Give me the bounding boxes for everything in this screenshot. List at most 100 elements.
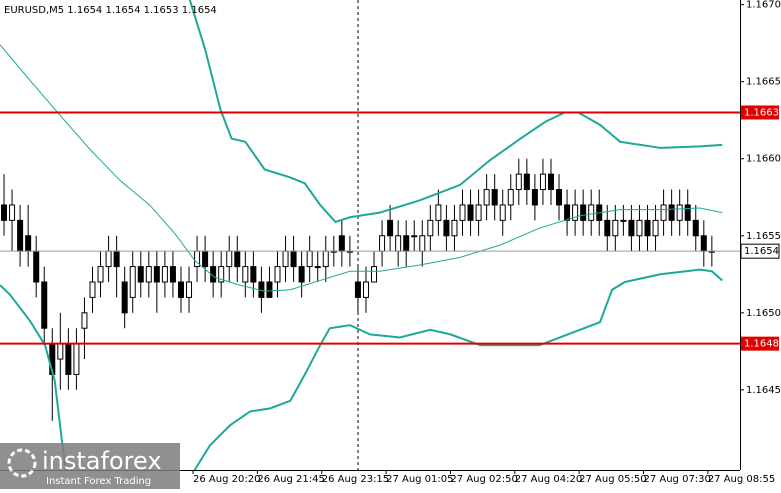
x-tick-label: 27 Aug 07:30 (643, 474, 710, 485)
candle-body (145, 266, 152, 283)
indicator-line (188, 0, 723, 224)
candle-body (507, 189, 514, 206)
x-tick-label: 27 Aug 01:05 (386, 474, 453, 485)
watermark: instaforex Instant Forex Trading (0, 443, 180, 489)
candle-body (531, 189, 538, 206)
candle-body (588, 204, 595, 221)
candle-body (660, 204, 667, 221)
x-tick-label: 26 Aug 23:15 (322, 474, 389, 485)
x-tick-label: 27 Aug 04:20 (515, 474, 582, 485)
y-tick-label: 1.1655 (746, 231, 781, 242)
candle-body (572, 204, 579, 221)
candle-body (604, 219, 611, 237)
candle-body (105, 250, 112, 268)
candle-body (169, 266, 176, 283)
candle-body (564, 204, 571, 221)
candle-body (700, 235, 707, 252)
candle-body (306, 250, 313, 268)
indicator-line (193, 268, 723, 470)
candle-body (684, 204, 691, 221)
candle-body (491, 189, 498, 206)
candle-body (620, 219, 627, 222)
candle-body (290, 250, 297, 268)
candle-body (266, 281, 273, 298)
candle-body (33, 250, 40, 283)
candle-body (121, 281, 128, 314)
candle-body (628, 219, 635, 237)
candle-body (371, 266, 378, 283)
candle-body (443, 219, 450, 237)
level-box (741, 336, 779, 351)
candle-body (65, 343, 72, 375)
candle-body (113, 250, 120, 268)
candle-body (362, 281, 369, 298)
watermark-logo (7, 448, 37, 478)
axes: 1.1670 1.1665 1.1660 1.1655 1.1650 1.1645 26 A… (192, 0, 781, 485)
candle-body (652, 219, 659, 237)
candle-body (218, 266, 225, 283)
x-tick-label: 26 Aug 20:20 (193, 474, 260, 485)
candle-body (274, 266, 281, 283)
candle-body (25, 235, 32, 252)
candle-body (314, 266, 321, 269)
watermark-background (0, 443, 180, 489)
y-tick-label: 1.1670 (746, 0, 781, 11)
candle-body (282, 250, 289, 268)
candle-body (137, 266, 144, 283)
candle-body (129, 266, 136, 298)
candle-body (81, 312, 88, 329)
x-tick-label: 27 Aug 08:55 (708, 474, 775, 485)
candle-body (411, 235, 418, 238)
candle-body (499, 204, 506, 221)
y-tick-label: 1.1660 (746, 154, 781, 165)
candle-body (539, 173, 546, 191)
candle-body (676, 204, 683, 221)
candle-body (97, 266, 104, 283)
candle-body (451, 219, 458, 237)
candle-body (435, 204, 442, 221)
candle-body (322, 250, 329, 268)
candle-body (250, 266, 257, 283)
x-tick-label: 26 Aug 21:45 (257, 474, 324, 485)
watermark-tagline: Instant Forex Trading (46, 476, 151, 487)
candle-body (242, 266, 249, 283)
candle-body (523, 173, 530, 191)
x-tick-label: 27 Aug 02:50 (450, 474, 517, 485)
candle-body (419, 235, 426, 252)
candle-body (692, 219, 699, 237)
candle-body (395, 235, 402, 252)
indicator-line (0, 44, 723, 292)
candle-body (89, 281, 96, 298)
candle-body (427, 219, 434, 237)
plot-area (0, 0, 740, 470)
candle-body (387, 219, 394, 237)
candle-body (57, 343, 64, 360)
candle-body (475, 204, 482, 221)
candle-body (161, 266, 168, 283)
candle-body (186, 281, 193, 298)
level-box (741, 105, 779, 120)
candle-body (580, 204, 587, 221)
level-label: 1.1663 (744, 107, 779, 118)
candle-body (202, 250, 209, 268)
x-tick-label: 27 Aug 05:50 (579, 474, 646, 485)
candle-body (41, 281, 48, 329)
candle-body (379, 235, 386, 252)
candle-body (298, 266, 305, 283)
candle-body (636, 219, 643, 237)
candle-body (459, 204, 466, 221)
current-price-label: 1.1654 (744, 246, 779, 257)
candle-body (547, 173, 554, 191)
candle-body (483, 189, 490, 206)
candle-body (153, 266, 160, 283)
y-tick-label: 1.1665 (746, 77, 781, 88)
candle-body (9, 204, 16, 221)
candle-body (612, 219, 619, 237)
candle-body (515, 173, 522, 191)
candle-body (644, 219, 651, 237)
candle-body (668, 204, 675, 221)
candle-body (467, 204, 474, 221)
y-tick-label: 1.1645 (746, 385, 781, 396)
candle-body (556, 189, 563, 206)
candle-body (177, 281, 184, 298)
